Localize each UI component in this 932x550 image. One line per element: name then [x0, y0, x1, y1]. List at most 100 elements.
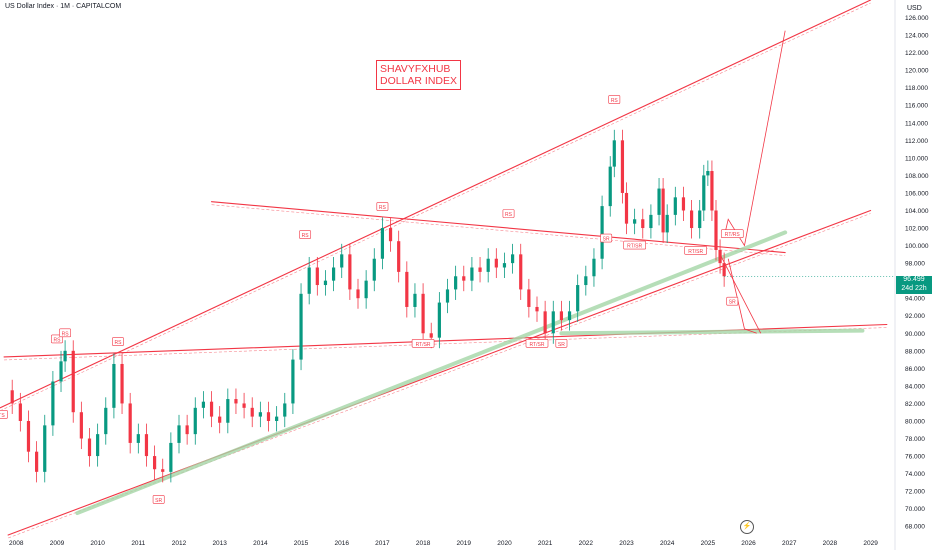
candle-body — [543, 311, 547, 334]
trendline — [0, 0, 872, 409]
pattern-label-box — [684, 246, 707, 255]
candle-body — [209, 401, 214, 417]
last-price: 96.499 — [903, 276, 925, 283]
candle-body — [421, 293, 425, 334]
candle-body — [323, 280, 328, 286]
candle-body — [201, 401, 206, 408]
y-tick-label: 78.000 — [905, 436, 925, 443]
candle-body — [551, 311, 555, 334]
candle-body — [661, 188, 665, 233]
candle-body — [242, 403, 246, 408]
y-tick-label: 112.000 — [905, 138, 928, 145]
candle-body — [161, 469, 165, 472]
candle-body — [43, 425, 47, 472]
candle-body — [104, 407, 108, 435]
x-tick-label: 2008 — [9, 540, 24, 547]
candle-body — [79, 412, 83, 439]
candle-body — [169, 442, 173, 472]
candle-body — [120, 363, 124, 404]
y-tick-label: 110.000 — [905, 155, 928, 162]
pattern-label: RS — [53, 337, 61, 343]
pattern-label-box — [59, 328, 71, 338]
trendline — [3, 323, 888, 358]
tradingview-logo-icon[interactable]: ⚡ — [740, 520, 754, 534]
x-tick-label: 2026 — [741, 540, 756, 547]
y-tick-label: 76.000 — [905, 454, 925, 461]
y-tick-label: 108.000 — [905, 173, 929, 180]
y-tick-label: 116.000 — [905, 103, 928, 110]
candle-body — [177, 425, 181, 443]
pattern-label-box — [726, 296, 739, 306]
y-tick-label: 118.000 — [905, 85, 928, 92]
candle-body — [128, 403, 132, 443]
trendlines — [0, 0, 888, 539]
x-tick-label: 2022 — [579, 540, 594, 547]
pattern-label: RS — [611, 98, 619, 104]
candle-body — [494, 258, 498, 268]
pattern-label-box — [720, 229, 744, 238]
y-axis-bg — [895, 0, 932, 550]
pattern-label: RS — [379, 205, 387, 211]
pattern-label-box — [152, 495, 165, 504]
candle-body — [63, 350, 67, 362]
pattern-label: RS — [505, 212, 513, 218]
pattern-label-box — [376, 202, 389, 211]
x-tick-label: 2020 — [497, 540, 512, 547]
trendline-dashed — [211, 204, 786, 256]
y-tick-label: 74.000 — [905, 471, 925, 478]
y-axis: 68.000 70.000 72.000 74.000 76.000 78.000 80.0… — [894, 0, 932, 550]
candle-body — [87, 438, 92, 457]
pattern-label: RS — [302, 233, 310, 239]
pattern-labels: RSRSRSRSRSRSRSATSSRRT/SRRT/SRRT/RSSRRT/S… — [0, 95, 744, 504]
candle-body — [413, 293, 417, 307]
pattern-label: RT/SR — [416, 342, 431, 348]
candle-body — [649, 214, 653, 229]
pattern-label: RT/RS — [725, 232, 741, 238]
candle-body — [665, 214, 669, 233]
currency-label: USD — [907, 5, 922, 12]
candle-body — [10, 390, 14, 404]
pattern-label-box — [608, 95, 621, 104]
candle-body — [218, 416, 222, 423]
candle-body — [266, 412, 271, 421]
candle-body — [136, 434, 140, 443]
candle-body — [502, 263, 507, 268]
y-tick-label: 126.000 — [905, 15, 929, 22]
y-tick-label: 90.000 — [905, 331, 925, 338]
candle-body — [234, 399, 238, 404]
bar-countdown: 24d 22h — [901, 284, 927, 292]
pattern-label: SR — [558, 342, 565, 348]
candle-body — [51, 381, 55, 426]
x-tick-label: 2029 — [863, 540, 878, 547]
x-tick-label: 2013 — [212, 540, 227, 547]
y-tick-label: 124.000 — [905, 33, 929, 40]
x-tick-label: 2027 — [782, 540, 797, 547]
x-tick-label: 2021 — [538, 540, 553, 547]
candle-body — [620, 140, 625, 193]
candle-body — [673, 197, 677, 215]
x-tick-label: 2012 — [172, 540, 187, 547]
pattern-label-box — [112, 337, 124, 346]
pattern-label-box — [0, 410, 8, 419]
pattern-label: SR — [155, 498, 162, 504]
x-tick-label: 2011 — [131, 540, 145, 547]
candle-body — [364, 280, 368, 299]
x-tick-label: 2025 — [701, 540, 716, 547]
candle-body — [388, 228, 393, 242]
projection-path — [719, 254, 762, 334]
candle-body — [26, 420, 31, 452]
text-annotation[interactable]: SHAVYFXHUB DOLLAR INDEX — [376, 60, 462, 90]
candle-body — [35, 451, 39, 472]
pattern-label: ATS — [0, 413, 5, 419]
pattern-label: RT/SR — [627, 244, 642, 250]
candle-body — [380, 228, 385, 259]
pattern-label-box — [411, 339, 435, 348]
pattern-label-box — [555, 339, 568, 348]
candle-body — [59, 361, 63, 382]
candle-body — [698, 210, 702, 229]
y-tick-label: 86.000 — [905, 366, 925, 373]
candle-body — [96, 434, 100, 457]
y-tick-label: 70.000 — [905, 506, 925, 513]
candle-body — [372, 258, 376, 281]
